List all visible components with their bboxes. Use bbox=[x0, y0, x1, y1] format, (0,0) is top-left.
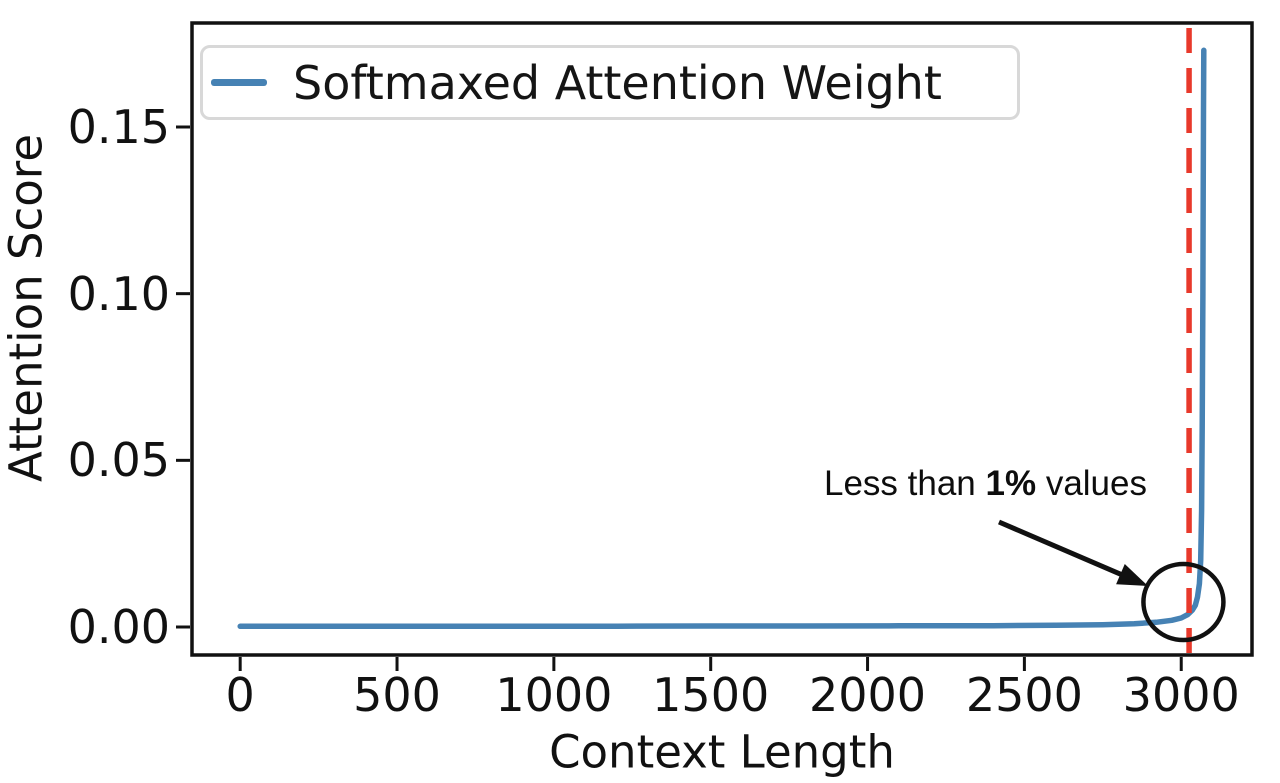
y-tick-label: 0.05 bbox=[67, 433, 170, 488]
y-tick-label: 0.10 bbox=[67, 266, 170, 321]
x-tick-label: 1000 bbox=[495, 668, 613, 722]
y-tick-label: 0.15 bbox=[67, 100, 170, 154]
annotation-arrow-line bbox=[998, 519, 1124, 578]
plot-border bbox=[190, 21, 1254, 657]
x-tick-label: 3000 bbox=[1122, 668, 1240, 722]
highlight-circle bbox=[1141, 561, 1226, 643]
legend-label: Softmaxed Attention Weight bbox=[293, 55, 942, 110]
x-tick-label: 1500 bbox=[652, 668, 770, 722]
legend: Softmaxed Attention Weight bbox=[200, 45, 1020, 120]
y-axis-title: Attention Score bbox=[0, 133, 53, 483]
annotation-text: Less than 1% values bbox=[824, 464, 1147, 504]
x-tick-label: 0 bbox=[225, 668, 255, 722]
annotation-text-suffix: values bbox=[1036, 464, 1147, 503]
annotation-arrow-head-icon bbox=[1116, 564, 1148, 586]
attention-weight-line bbox=[237, 47, 1207, 630]
axis-tick-marks bbox=[176, 125, 1183, 671]
x-tick-label: 2000 bbox=[809, 668, 927, 722]
legend-line-sample bbox=[211, 79, 267, 86]
y-tick-label: 0.00 bbox=[67, 600, 170, 654]
x-axis-title: Context Length bbox=[549, 725, 895, 779]
annotation-text-bold: 1% bbox=[985, 464, 1037, 503]
x-tick-label: 2500 bbox=[965, 668, 1083, 722]
x-tick-label: 500 bbox=[353, 668, 441, 722]
annotation-arrow bbox=[998, 519, 1148, 586]
annotation-text-prefix: Less than bbox=[824, 464, 986, 503]
